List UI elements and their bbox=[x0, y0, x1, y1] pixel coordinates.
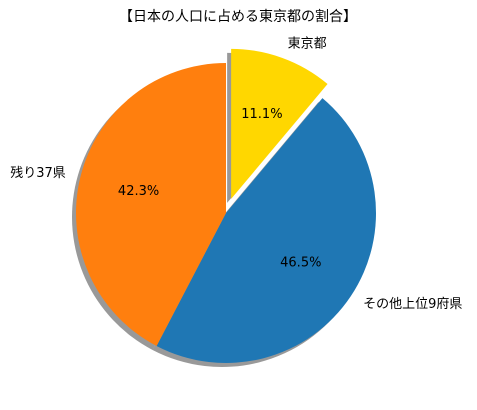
slice-label: 東京都 bbox=[288, 35, 327, 51]
slice-label: その他上位9府県 bbox=[363, 297, 462, 312]
pie-slice bbox=[231, 48, 328, 199]
pie-slice bbox=[156, 98, 377, 363]
percent-label: 42.3% bbox=[118, 184, 159, 199]
chart-title: 【日本の人口に占める東京都の割合】 bbox=[119, 8, 357, 25]
percent-label: 11.1% bbox=[241, 107, 282, 122]
pie-slice bbox=[76, 63, 227, 346]
percent-label: 46.5% bbox=[280, 256, 321, 271]
slice-label: 残り37県 bbox=[10, 166, 66, 181]
